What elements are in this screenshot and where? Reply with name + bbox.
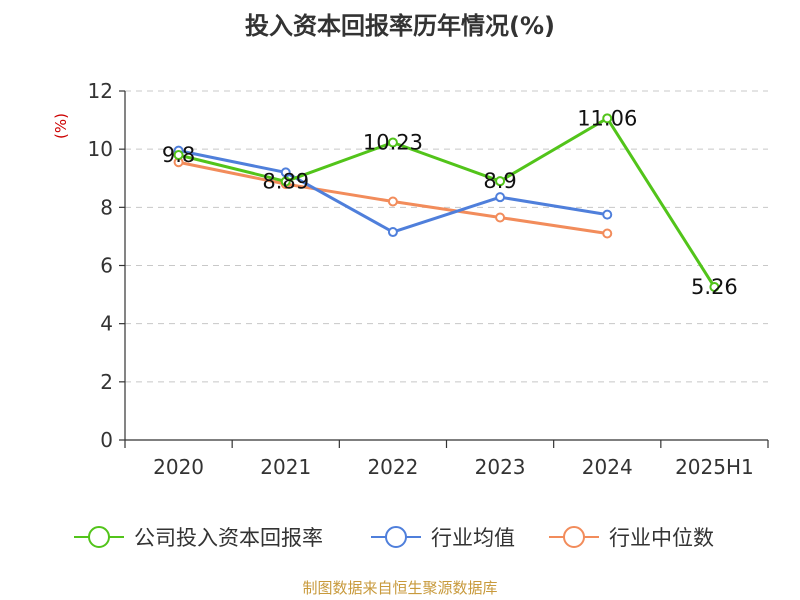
- series-line: [178, 149, 608, 234]
- legend-item[interactable]: 公司投入资本回报率: [74, 526, 323, 550]
- data-labels: 9.8 8.89 10.23 8.9 11.06 5.26: [162, 106, 738, 299]
- x-tick-label: 2021: [260, 455, 311, 479]
- data-point: [709, 282, 720, 293]
- chart-title: 投入资本回报率历年情况(%): [245, 12, 555, 40]
- x-tick-label: 2025H1: [675, 455, 754, 479]
- y-tick-label: 6: [100, 254, 113, 278]
- x-tick-label: 2022: [367, 455, 418, 479]
- data-point: [387, 196, 398, 207]
- legend-marker: [385, 526, 407, 548]
- y-tick-label: 0: [100, 428, 113, 452]
- data-point: [280, 167, 291, 178]
- data-label: 9.8: [162, 143, 195, 167]
- series-lines: [173, 113, 720, 293]
- x-tick-label: 2020: [153, 455, 204, 479]
- legend[interactable]: 公司投入资本回报率 行业均值 行业中位数: [74, 526, 714, 550]
- x-tick-label: 2023: [475, 455, 526, 479]
- legend-label: 行业均值: [431, 526, 515, 550]
- data-label: 11.06: [577, 106, 637, 130]
- data-point: [495, 176, 506, 187]
- legend-label: 行业中位数: [609, 526, 714, 550]
- data-point: [173, 149, 184, 160]
- source-note: 制图数据来自恒生聚源数据库: [302, 579, 497, 597]
- y-unit-label: (%): [52, 113, 70, 139]
- y-tick-label: 8: [100, 195, 113, 219]
- legend-marker: [563, 526, 585, 548]
- legend-marker: [88, 526, 110, 548]
- y-tick-label: 4: [100, 312, 113, 336]
- legend-label: 公司投入资本回报率: [134, 526, 323, 550]
- data-point: [602, 228, 613, 239]
- data-point: [280, 176, 291, 187]
- data-point: [602, 209, 613, 220]
- data-point: [387, 227, 398, 238]
- gridlines: [125, 90, 768, 383]
- data-label: 10.23: [363, 130, 423, 154]
- legend-item[interactable]: 行业均值: [371, 526, 515, 550]
- data-point: [495, 192, 506, 203]
- x-tick-label: 2024: [582, 455, 633, 479]
- data-label: 8.89: [262, 169, 309, 193]
- data-label: 8.9: [483, 169, 516, 193]
- y-tick-label: 12: [88, 79, 113, 103]
- y-tick-label: 10: [88, 137, 113, 161]
- data-label: 5.26: [691, 275, 738, 299]
- data-point: [602, 113, 613, 124]
- series-line: [178, 116, 716, 288]
- data-point: [495, 212, 506, 223]
- legend-item[interactable]: 行业中位数: [549, 526, 714, 550]
- data-point: [387, 137, 398, 148]
- axes: 0 2 4 6 8 10 12 2020 2021 2022 2023 2024 2025H1: [88, 79, 769, 479]
- y-tick-label: 2: [100, 370, 113, 394]
